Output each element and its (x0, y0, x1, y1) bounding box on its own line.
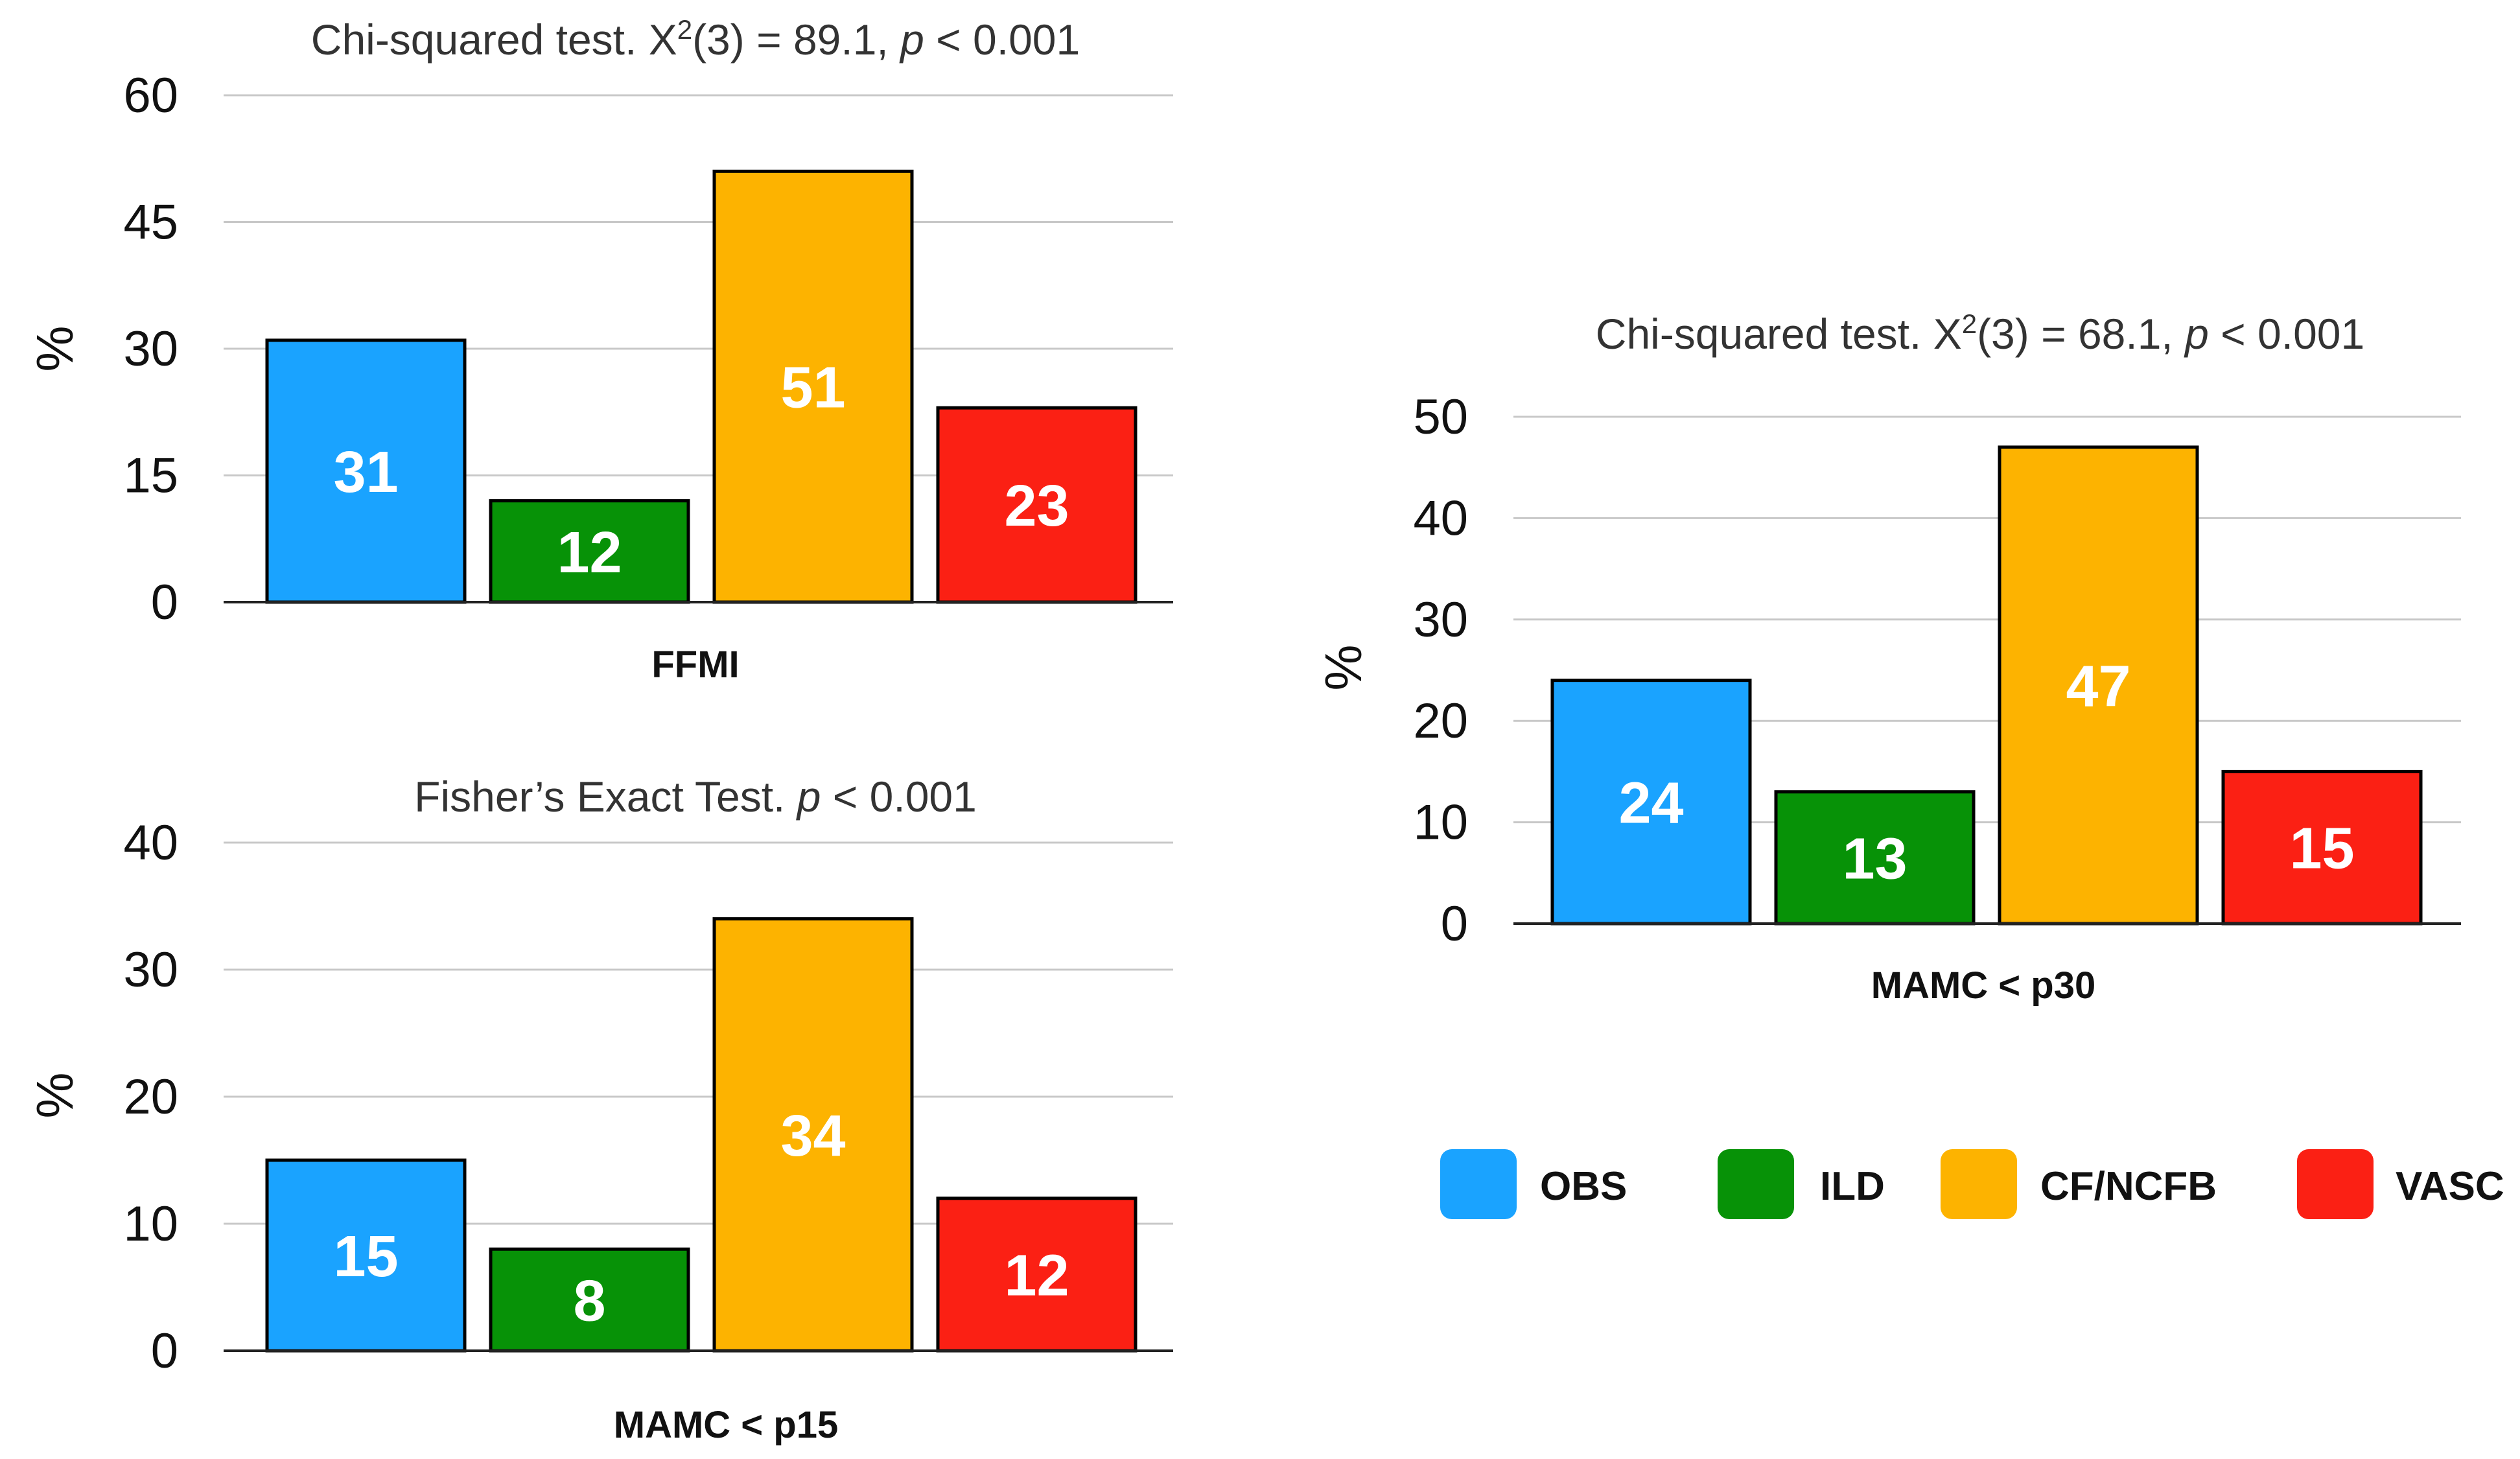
y-tick-label: 0 (1441, 896, 1468, 951)
x-axis-label: MAMC < p15 (614, 1404, 838, 1446)
y-tick-label: 30 (1413, 592, 1468, 648)
legend-swatch-ild (1718, 1149, 1794, 1219)
bar-cf-ncfb (1998, 445, 2199, 926)
chart-title: Chi-squared test. X2(3) = 68.1, p < 0.00… (1596, 309, 2364, 358)
bar-vasc (936, 1196, 1138, 1353)
bar-value-label: 51 (780, 356, 845, 421)
bar-value-label: 23 (1004, 474, 1069, 539)
y-tick-label: 0 (151, 1324, 178, 1379)
bar-cf-ncfb (712, 917, 914, 1353)
legend-item-obs: OBS (1440, 1149, 1627, 1219)
bar-value-label: 12 (557, 520, 622, 585)
chart-ffmi: Chi-squared test. X2(3) = 89.1, p < 0.00… (26, 14, 1173, 686)
y-tick-label: 10 (1413, 795, 1468, 850)
y-tick-label: 10 (123, 1196, 178, 1252)
legend-swatch-vasc (2297, 1149, 2374, 1219)
bar-value-label: 34 (780, 1104, 845, 1169)
legend-swatch-cf-ncfb (1941, 1149, 2017, 1219)
y-tick-label: 45 (123, 195, 178, 250)
y-tick-labels: 0 15 30 45 60 (123, 68, 178, 630)
y-tick-label: 60 (123, 68, 178, 123)
bar-value-labels: 15 8 34 12 (333, 1104, 1069, 1334)
bar-value-labels: 31 12 51 23 (333, 356, 1069, 585)
bar-value-labels: 24 13 47 15 (1618, 654, 2354, 891)
legend-item-ild: ILD (1718, 1149, 1885, 1219)
y-axis-label: % (26, 1072, 84, 1118)
bar-value-label: 13 (1842, 826, 1907, 891)
bar-value-label: 24 (1618, 771, 1683, 835)
chart-title: Fisher’s Exact Test. p < 0.001 (414, 773, 977, 821)
legend: OBS ILD CF/NCFB VASC (1440, 1149, 2504, 1219)
bar-value-label: 15 (2289, 817, 2354, 881)
y-tick-label: 20 (123, 1069, 178, 1125)
chart-mamc-p15: Fisher’s Exact Test. p < 0.001 0 10 20 30 40… (26, 773, 1173, 1446)
x-axis-label: MAMC < p30 (1871, 964, 2095, 1007)
y-axis-label: % (26, 325, 84, 371)
legend-swatch-obs (1440, 1149, 1517, 1219)
bar-vasc (936, 406, 1138, 604)
x-axis-label: FFMI (651, 644, 739, 686)
y-tick-label: 0 (151, 575, 178, 630)
bar-value-label: 15 (333, 1224, 398, 1289)
chart-mamc-p30: Chi-squared test. X2(3) = 68.1, p < 0.00… (1314, 309, 2461, 1007)
y-tick-label: 40 (123, 815, 178, 870)
bars (1550, 445, 2423, 926)
chart-title: Chi-squared test. X2(3) = 89.1, p < 0.00… (311, 14, 1080, 64)
y-tick-label: 30 (123, 942, 178, 998)
y-axis-label: % (1314, 644, 1372, 690)
bars (265, 917, 1138, 1353)
y-tick-label: 40 (1413, 491, 1468, 546)
bar-vasc (2221, 769, 2423, 926)
legend-label-ild: ILD (1820, 1164, 1885, 1209)
y-tick-labels: 0 10 20 30 40 (123, 815, 178, 1379)
y-tick-labels: 0 10 20 30 40 50 (1413, 390, 1468, 951)
legend-item-cf-ncfb: CF/NCFB (1941, 1149, 2217, 1219)
y-tick-label: 50 (1413, 390, 1468, 445)
bar-value-label: 31 (333, 440, 398, 505)
legend-item-vasc: VASC (2297, 1149, 2504, 1219)
bar-obs (1550, 679, 1752, 926)
bar-obs (265, 1158, 467, 1353)
bar-value-label: 8 (573, 1269, 605, 1334)
legend-label-cf-ncfb: CF/NCFB (2040, 1164, 2217, 1209)
y-tick-label: 30 (123, 321, 178, 377)
bar-value-label: 47 (2066, 654, 2130, 719)
bar-value-label: 12 (1004, 1243, 1069, 1308)
y-tick-label: 15 (123, 449, 178, 504)
bar-cf-ncfb (712, 169, 914, 604)
legend-label-obs: OBS (1540, 1164, 1627, 1209)
legend-label-vasc: VASC (2396, 1164, 2504, 1209)
bar-obs (265, 338, 467, 604)
bar-ild (1774, 790, 1976, 926)
y-tick-label: 20 (1413, 694, 1468, 749)
